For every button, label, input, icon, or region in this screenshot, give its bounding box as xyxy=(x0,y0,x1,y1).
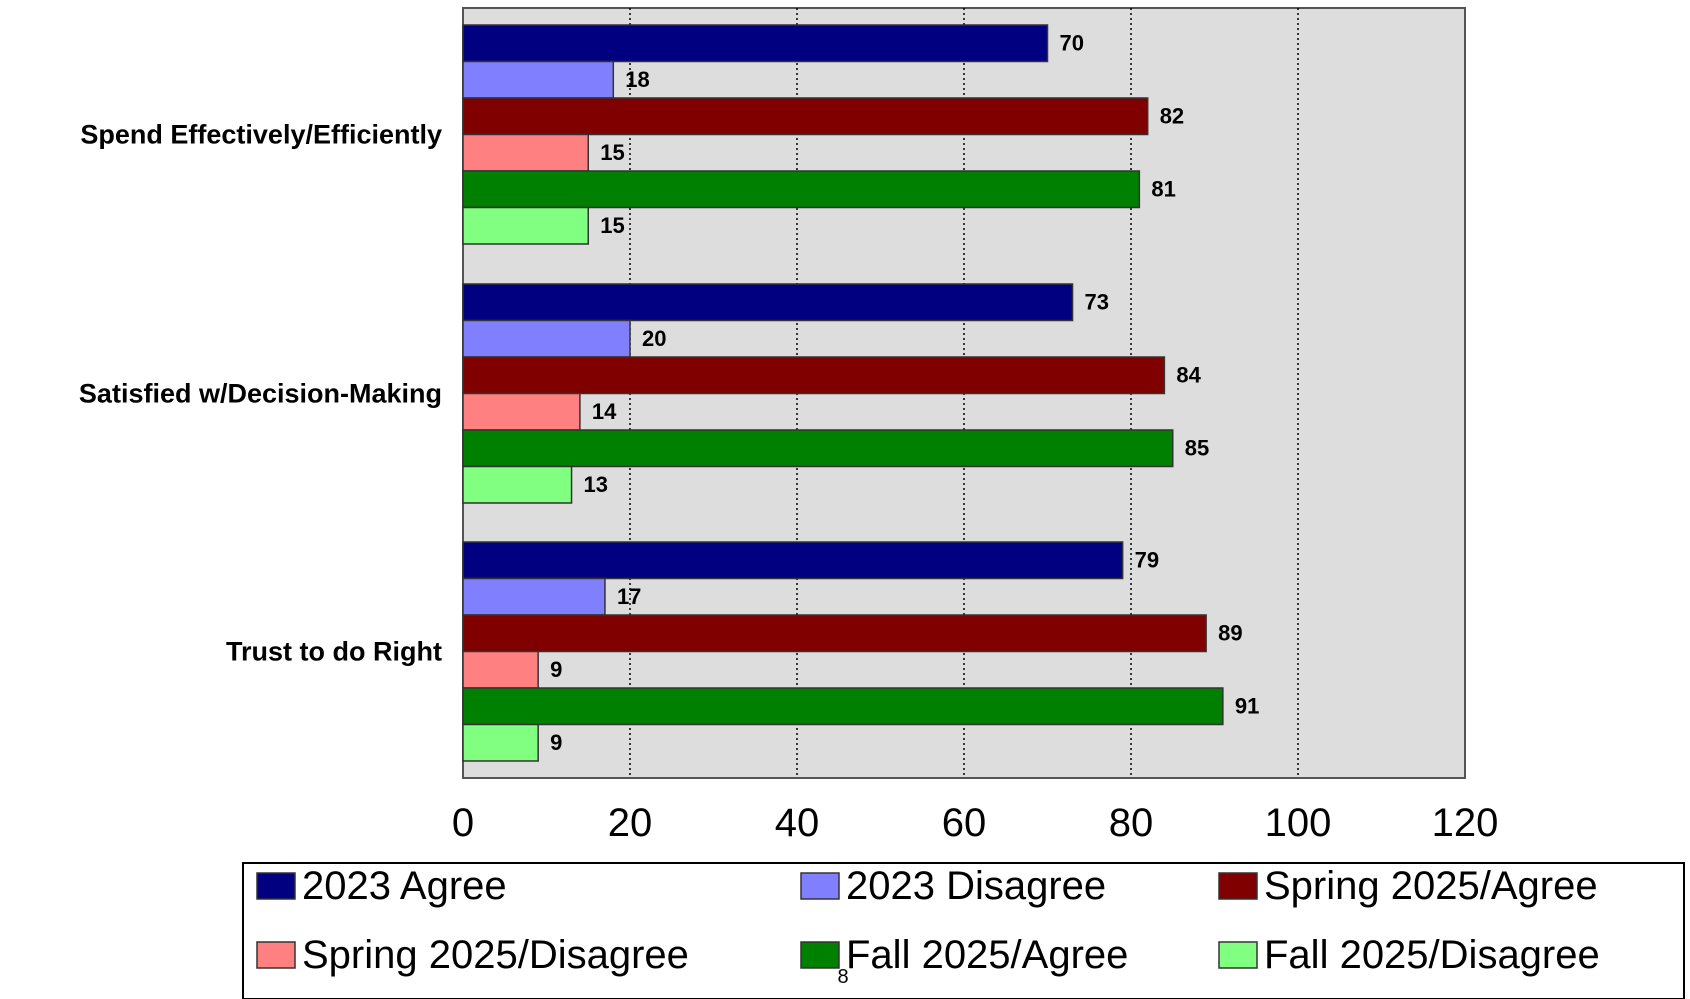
bar-2-3 xyxy=(462,650,539,689)
bar-0-2 xyxy=(462,97,1149,136)
category-label-0: Spend Effectively/Efficiently xyxy=(80,120,442,150)
data-label-0-4: 81 xyxy=(1151,176,1175,201)
data-label-2-4: 91 xyxy=(1235,693,1259,718)
data-label-0-2: 82 xyxy=(1160,103,1184,128)
bar-1-3 xyxy=(462,392,581,431)
legend-swatch-0 xyxy=(256,872,296,900)
bar-0-0 xyxy=(462,24,1049,63)
legend-label-1: 2023 Disagree xyxy=(846,864,1106,908)
x-tick-label-60: 60 xyxy=(942,801,987,845)
data-label-1-1: 20 xyxy=(642,326,666,351)
bar-1-0 xyxy=(462,283,1074,322)
legend-label-0: 2023 Agree xyxy=(302,864,507,908)
data-label-1-4: 85 xyxy=(1185,435,1209,460)
bar-2-2 xyxy=(462,614,1207,653)
data-label-1-3: 14 xyxy=(592,399,617,424)
x-tick-label-80: 80 xyxy=(1109,801,1154,845)
data-label-1-5: 13 xyxy=(584,472,608,497)
legend-label-2: Spring 2025/Agree xyxy=(1264,864,1598,908)
legend-swatch-1 xyxy=(800,872,840,900)
bar-2-5 xyxy=(462,723,539,762)
data-label-2-1: 17 xyxy=(617,584,641,609)
x-tick-label-20: 20 xyxy=(608,801,653,845)
bar-0-4 xyxy=(462,170,1141,209)
bars xyxy=(462,24,1224,762)
x-tick-label-100: 100 xyxy=(1265,801,1332,845)
data-label-0-0: 70 xyxy=(1060,30,1084,55)
bar-1-4 xyxy=(462,429,1174,468)
data-label-1-0: 73 xyxy=(1085,289,1109,314)
data-label-2-3: 9 xyxy=(550,657,562,682)
x-tick-label-0: 0 xyxy=(452,801,474,845)
legend-swatch-2 xyxy=(1218,872,1258,900)
bar-1-1 xyxy=(462,319,631,358)
data-labels: 70 18 82 15 81 15 73 20 84 14 85 13 79 17 89 9 91 9 xyxy=(550,30,1259,755)
data-label-0-5: 15 xyxy=(600,213,624,238)
legend-box xyxy=(242,862,1685,999)
page-number: 8 xyxy=(837,966,848,988)
data-label-0-3: 15 xyxy=(600,140,624,165)
category-labels: Spend Effectively/Efficiently Satisfied w… xyxy=(79,120,442,667)
category-label-1: Satisfied w/Decision-Making xyxy=(79,379,442,409)
bar-0-3 xyxy=(462,133,589,172)
legend: 2023 Agree 2023 Disagree Spring 2025/Agree… xyxy=(256,864,1600,977)
x-tick-label-120: 120 xyxy=(1432,801,1499,845)
bar-2-4 xyxy=(462,687,1224,726)
bar-0-1 xyxy=(462,60,615,99)
bar-2-1 xyxy=(462,577,606,616)
legend-label-5: Fall 2025/Disagree xyxy=(1264,933,1600,977)
x-axis-ticks: 0 20 40 60 80 100 120 xyxy=(452,801,1499,845)
data-label-2-0: 79 xyxy=(1135,547,1159,572)
data-label-2-5: 9 xyxy=(550,730,562,755)
data-label-0-1: 18 xyxy=(625,67,649,92)
bar-1-2 xyxy=(462,356,1166,395)
data-label-1-2: 84 xyxy=(1176,362,1201,387)
legend-swatch-4 xyxy=(800,941,840,969)
bar-1-5 xyxy=(462,465,573,504)
legend-swatch-5 xyxy=(1218,941,1258,969)
bar-2-0 xyxy=(462,541,1124,580)
bar-0-5 xyxy=(462,206,589,245)
legend-label-4: Fall 2025/Agree xyxy=(846,933,1128,977)
legend-swatch-3 xyxy=(256,941,296,969)
x-tick-label-40: 40 xyxy=(775,801,820,845)
legend-label-3: Spring 2025/Disagree xyxy=(302,933,689,977)
data-label-2-2: 89 xyxy=(1218,620,1242,645)
category-label-2: Trust to do Right xyxy=(226,637,442,667)
